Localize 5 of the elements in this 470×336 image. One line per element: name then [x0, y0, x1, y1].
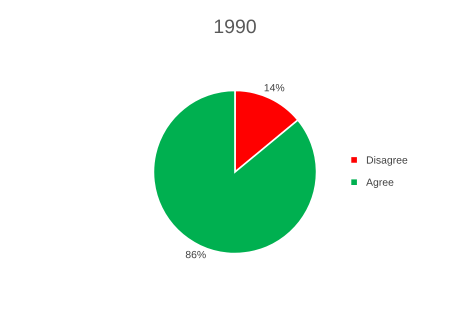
chart-title: 1990	[214, 19, 256, 34]
legend-label: Disagree	[366, 156, 408, 166]
data-label: 86%	[186, 250, 206, 258]
legend-label: Agree	[366, 178, 394, 188]
data-label: 14%	[264, 84, 284, 92]
